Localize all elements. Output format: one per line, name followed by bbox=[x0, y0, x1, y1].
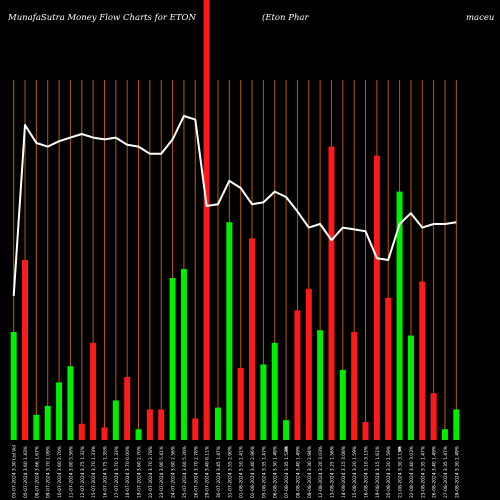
bar-red bbox=[328, 146, 335, 440]
bar-green bbox=[169, 278, 176, 440]
x-tick-label: 16-08-2024 3.10 3.13% bbox=[364, 446, 370, 498]
x-tick-label: 12-08-2024 3.20 3.03% bbox=[318, 446, 324, 498]
x-tick-label: 21-08-2024 3.30 3.13% bbox=[398, 446, 404, 498]
chart-price-line bbox=[12, 115, 457, 297]
x-tick-label: 15-07-2024 3.70 1.33% bbox=[91, 446, 97, 498]
chart-subtitle-left: (Eton Phar bbox=[262, 13, 309, 23]
bar-green bbox=[67, 366, 74, 440]
bar-red bbox=[351, 332, 358, 440]
x-tick-label: 16-07-2024 3.75 1.35% bbox=[102, 446, 108, 498]
x-tick-label: 22-07-2024 3.70 2.78% bbox=[148, 446, 154, 498]
x-tick-label: 25-07-2024 3.60 5.26% bbox=[182, 446, 188, 498]
bar-green bbox=[135, 429, 142, 440]
x-tick-label: 18-07-2024 3.70 0.00% bbox=[125, 446, 131, 498]
x-tick-label: 10-07-2024 3.60 2.70% bbox=[57, 446, 63, 498]
bar-green bbox=[407, 335, 414, 440]
x-tick-label: 26-07-2024 3.70 2.78% bbox=[193, 446, 199, 498]
chart-bars bbox=[10, 0, 460, 440]
x-tick-label: 11-07-2024 3.80 5.56% bbox=[68, 446, 74, 498]
bar-green bbox=[453, 409, 460, 440]
x-tick-label: 28-08-2024 3.30 1.49% bbox=[454, 446, 460, 498]
bar-red bbox=[158, 409, 165, 440]
bar-red bbox=[249, 238, 256, 440]
x-tick-label: 29-07-2024 3.40 8.11% bbox=[205, 446, 211, 498]
bar-red bbox=[362, 422, 369, 440]
bar-red bbox=[22, 260, 29, 440]
chart-title: MunafaSutra Money Flow Charts for ETON bbox=[8, 13, 196, 23]
bar-red bbox=[192, 418, 199, 440]
bar-green bbox=[56, 382, 63, 440]
bar-red bbox=[294, 310, 301, 440]
x-tick-label: 30-07-2024 3.45 1.47% bbox=[216, 446, 222, 498]
x-tick-label: 08-07-2024 3.66 1.67% bbox=[34, 446, 40, 498]
x-tick-label: 05-07-2024 3.60 1.43% bbox=[23, 446, 29, 498]
bar-red bbox=[101, 427, 108, 440]
x-tick-label: 03-07-2024 3.30 Ltd Vol bbox=[12, 445, 18, 498]
bar-green bbox=[112, 400, 119, 440]
price-line bbox=[12, 115, 457, 297]
bar-green bbox=[396, 191, 403, 440]
bar-green bbox=[317, 330, 324, 440]
bar-green bbox=[271, 342, 278, 440]
chart-markers: $ $ bbox=[284, 446, 402, 453]
x-tick-label: 01-08-2024 3.50 1.41% bbox=[239, 446, 245, 498]
x-tick-label: 22-08-2024 3.40 3.03% bbox=[409, 446, 415, 498]
x-tick-label: 17-07-2024 3.70 1.33% bbox=[114, 446, 120, 498]
bar-green bbox=[339, 369, 346, 440]
bar-green bbox=[180, 269, 187, 440]
x-tick-label: 06-08-2024 3.30 1.49% bbox=[273, 446, 279, 498]
x-tick-label: 05-08-2024 3.35 1.47% bbox=[261, 446, 267, 498]
x-tick-label: 24-07-2024 3.80 2.56% bbox=[171, 446, 177, 498]
bar-red bbox=[430, 393, 437, 440]
x-tick-label: 07-08-2024 3.35 1.52% bbox=[284, 446, 290, 498]
bar-red bbox=[78, 423, 85, 440]
x-tick-label: 19-07-2024 3.60 2.70% bbox=[137, 446, 143, 498]
x-tick-label: 08-08-2024 3.40 1.49% bbox=[295, 446, 301, 498]
bar-red bbox=[373, 155, 380, 440]
marker-label: $ bbox=[398, 446, 402, 453]
bar-red bbox=[385, 297, 392, 440]
x-tick-label: 14-08-2024 3.15 3.08% bbox=[341, 446, 347, 498]
x-tick-label: 09-07-2024 3.70 1.09% bbox=[46, 446, 52, 498]
bar-red bbox=[90, 342, 97, 440]
chart-subtitle-right: maceu bbox=[466, 13, 495, 23]
bar-green bbox=[260, 364, 267, 440]
x-tick-label: 09-08-2024 3.30 2.94% bbox=[307, 446, 313, 498]
bar-green bbox=[283, 420, 290, 440]
bar-red bbox=[203, 0, 210, 440]
x-tick-label: 12-07-2024 3.75 1.32% bbox=[80, 446, 86, 498]
x-tick-label: 13-08-2024 3.25 1.56% bbox=[329, 446, 335, 498]
x-tick-label: 23-07-2024 3.90 5.41% bbox=[159, 446, 165, 498]
bar-green bbox=[33, 414, 40, 440]
x-tick-label: 19-08-2024 3.15 1.61% bbox=[375, 446, 381, 498]
bar-red bbox=[305, 288, 312, 440]
x-tick-label: 27-08-2024 3.35 1.47% bbox=[443, 446, 449, 498]
x-tick-label: 02-08-2024 3.40 2.86% bbox=[250, 446, 256, 498]
x-tick-label: 15-08-2024 3.20 1.59% bbox=[352, 446, 358, 498]
x-tick-label: 20-08-2024 3.20 1.59% bbox=[386, 446, 392, 498]
x-tick-label: 31-07-2024 3.55 2.90% bbox=[227, 446, 233, 498]
bar-red bbox=[237, 368, 244, 440]
marker-label: $ bbox=[284, 446, 288, 453]
bar-red bbox=[124, 377, 131, 440]
bar-red bbox=[146, 409, 153, 440]
bar-green bbox=[44, 405, 51, 440]
chart-x-labels: 03-07-2024 3.30 Ltd Vol 05-07-2024 3.60 1… bbox=[12, 445, 461, 498]
bar-green bbox=[10, 332, 17, 440]
x-tick-label: 23-08-2024 3.35 1.47% bbox=[420, 446, 426, 498]
bar-green bbox=[226, 222, 233, 440]
bar-red bbox=[419, 281, 426, 440]
bar-green bbox=[441, 429, 448, 440]
x-tick-label: 26-08-2024 3.40 1.49% bbox=[432, 446, 438, 498]
bar-green bbox=[214, 407, 221, 440]
